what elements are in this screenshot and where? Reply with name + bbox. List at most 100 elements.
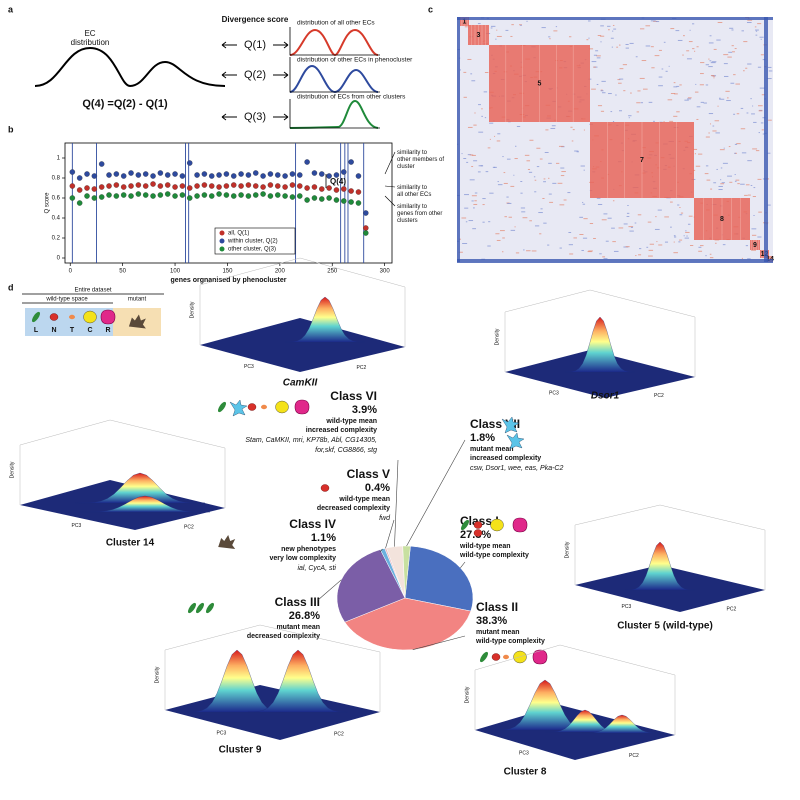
heatmap-cell — [515, 252, 520, 254]
heatmap-cell — [673, 115, 678, 117]
heatmap-cell — [737, 183, 740, 185]
heatmap-cell — [743, 70, 745, 72]
heatmap-cell — [757, 236, 762, 238]
heatmap-cell — [717, 105, 719, 107]
heatmap-cell — [568, 232, 572, 234]
heatmap-cell — [548, 162, 552, 164]
heatmap-cell — [730, 82, 735, 84]
heatmap-cell — [755, 29, 759, 31]
heatmap-cell — [576, 151, 579, 153]
point — [245, 193, 252, 199]
heatmap-cell — [601, 80, 606, 82]
heatmap-cell — [746, 22, 752, 24]
point — [150, 193, 156, 199]
heatmap-cell — [538, 212, 543, 214]
heatmap-cell — [600, 90, 604, 92]
plot-box — [199, 257, 406, 347]
point — [135, 172, 142, 178]
heatmap-cell — [610, 111, 613, 113]
heatmap-cell — [709, 60, 712, 62]
heatmap-cell — [495, 38, 497, 40]
heatmap-cell — [728, 146, 731, 148]
panel-label: a — [8, 4, 14, 14]
heatmap-cell — [506, 196, 509, 198]
heatmap-cell — [750, 184, 753, 186]
heatmap-cell — [677, 39, 683, 41]
icon-leaf — [195, 602, 205, 614]
distribution-curve — [289, 64, 379, 94]
heatmap-cell — [465, 221, 468, 223]
point — [275, 172, 281, 178]
heatmap-cell — [495, 233, 500, 235]
axis-label: PC3 — [549, 390, 559, 396]
heatmap-cell — [722, 162, 728, 164]
heatmap-cell — [580, 165, 585, 167]
heatmap-cell — [588, 20, 591, 22]
heatmap-cell — [646, 246, 649, 248]
panel-a: Q(1) distribution of all other ECs Q(2) dis… — [221, 20, 413, 129]
y-axis-label: Q score — [45, 192, 51, 214]
heatmap-cell — [549, 38, 551, 40]
point — [142, 192, 149, 198]
heatmap-cell — [523, 249, 525, 251]
heatmap-cell — [553, 30, 558, 32]
icon-ruffled — [512, 517, 528, 533]
heatmap-cell — [463, 71, 467, 73]
heatmap-cell — [589, 223, 594, 225]
heatmap-cell — [639, 248, 642, 250]
axis-label: Density — [189, 301, 195, 318]
heatmap-cell — [583, 218, 588, 220]
point — [179, 183, 186, 189]
heatmap-cell — [628, 226, 634, 228]
heatmap-cell — [571, 140, 574, 142]
point — [91, 195, 98, 201]
heatmap-cell — [484, 72, 489, 74]
heatmap-cell — [734, 152, 736, 154]
heatmap-cell — [626, 215, 630, 217]
heatmap-cell — [747, 63, 752, 65]
icon-leaf — [460, 519, 470, 531]
heatmap-cell — [528, 171, 533, 173]
point — [223, 171, 230, 177]
heatmap-cell — [667, 99, 673, 101]
heatmap-cell — [648, 101, 653, 103]
heatmap-cell — [767, 152, 771, 154]
arrow — [221, 113, 289, 121]
icon-circle — [83, 310, 97, 324]
heatmap-cell — [752, 148, 758, 150]
heatmap-cell — [481, 115, 483, 117]
point — [128, 193, 134, 199]
point — [150, 181, 156, 187]
heatmap-cell — [618, 82, 622, 84]
heatmap-cell — [555, 162, 560, 164]
point — [289, 182, 296, 188]
heatmap-cell — [563, 199, 567, 201]
heatmap-cell — [608, 93, 612, 95]
gene-list: Stam, CaMKII, mri, KP78b, Abl, CG14305, — [245, 437, 377, 444]
icon-tear — [69, 314, 75, 320]
heatmap-cell — [673, 82, 676, 84]
heatmap-cell — [658, 76, 663, 78]
legend-swatch — [219, 230, 225, 236]
heatmap-cell — [760, 38, 762, 40]
axis-label: PC3 — [72, 523, 82, 529]
heatmap-cell — [540, 208, 543, 210]
heatmap-cell — [740, 107, 744, 109]
icon-ruffled — [100, 309, 116, 325]
heatmap-cell — [603, 213, 608, 215]
heatmap-cell — [506, 158, 511, 160]
point — [84, 185, 90, 191]
heatmap-cell — [684, 99, 689, 101]
leader-line — [385, 519, 395, 549]
heatmap-cell — [658, 49, 662, 51]
point — [208, 173, 215, 179]
heatmap-cell — [502, 237, 505, 239]
plot-box — [504, 289, 696, 377]
heatmap-cell — [673, 235, 676, 237]
heatmap-cell — [696, 106, 701, 108]
class-description: mutant mean — [276, 624, 320, 631]
heatmap-cell — [752, 105, 754, 107]
heatmap-cell — [693, 169, 696, 171]
heatmap-cell — [608, 29, 610, 31]
